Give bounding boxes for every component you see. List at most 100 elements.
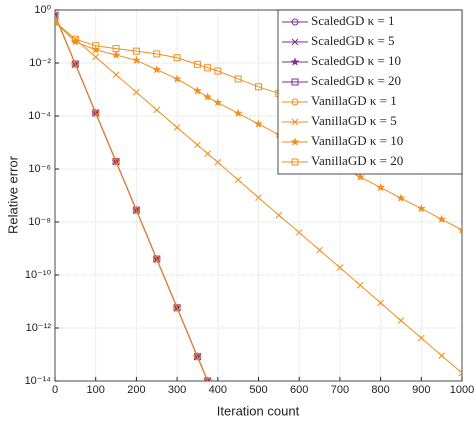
x-tick-label: 600 bbox=[290, 384, 308, 396]
marker bbox=[204, 64, 212, 72]
legend-label: ScaledGD κ = 20 bbox=[311, 73, 401, 88]
marker bbox=[291, 98, 299, 106]
series-line bbox=[55, 21, 462, 231]
marker bbox=[253, 119, 264, 128]
marker bbox=[153, 106, 161, 114]
marker bbox=[71, 35, 79, 43]
marker bbox=[133, 88, 140, 96]
x-axis-label: Iteration count bbox=[217, 403, 300, 418]
legend-label: ScaledGD κ = 1 bbox=[311, 13, 395, 28]
marker bbox=[193, 60, 201, 68]
x-tick-label: 500 bbox=[249, 384, 267, 396]
marker bbox=[376, 182, 386, 192]
marker bbox=[457, 225, 462, 234]
marker bbox=[204, 377, 212, 381]
marker bbox=[438, 352, 446, 359]
marker bbox=[214, 67, 222, 75]
x-tick-label: 0 bbox=[52, 384, 58, 396]
marker bbox=[173, 124, 181, 131]
x-tick-label: 800 bbox=[371, 384, 389, 396]
marker bbox=[92, 109, 100, 117]
marker bbox=[458, 369, 462, 377]
x-tick-label: 300 bbox=[168, 384, 186, 396]
marker bbox=[291, 78, 299, 86]
marker bbox=[203, 92, 213, 101]
marker bbox=[255, 83, 262, 91]
series-line bbox=[55, 15, 209, 381]
x-tick-label: 700 bbox=[331, 384, 349, 396]
marker bbox=[255, 194, 262, 201]
x-tick-label: 100 bbox=[87, 384, 105, 396]
marker bbox=[55, 11, 59, 19]
marker bbox=[152, 64, 162, 74]
marker bbox=[214, 158, 222, 166]
marker bbox=[290, 137, 300, 146]
marker bbox=[397, 317, 405, 324]
series-line bbox=[55, 21, 462, 374]
marker bbox=[295, 229, 303, 236]
marker bbox=[55, 18, 59, 26]
legend-label: VanillaGD κ = 5 bbox=[311, 113, 397, 128]
marker bbox=[356, 281, 364, 289]
axes-frame bbox=[54, 9, 463, 382]
y-tick-label: 10⁻¹⁰ bbox=[25, 269, 52, 281]
marker bbox=[193, 353, 201, 361]
legend-label: VanillaGD κ = 20 bbox=[311, 153, 403, 168]
marker bbox=[437, 214, 447, 224]
x-tick-label: 200 bbox=[127, 384, 145, 396]
marker bbox=[132, 206, 140, 214]
marker bbox=[194, 141, 201, 149]
marker bbox=[396, 193, 406, 203]
marker bbox=[377, 299, 384, 307]
y-tick-label: 10⁻⁸ bbox=[28, 216, 51, 228]
marker bbox=[173, 304, 181, 312]
marker bbox=[275, 211, 283, 219]
y-tick-label: 10⁻⁴ bbox=[28, 110, 51, 122]
marker bbox=[204, 150, 211, 157]
marker bbox=[71, 60, 79, 68]
y-axis-label: Relative error bbox=[5, 155, 20, 234]
marker bbox=[316, 246, 323, 254]
marker bbox=[112, 45, 120, 53]
legend-box bbox=[277, 9, 463, 175]
marker bbox=[112, 71, 120, 79]
legend-label: VanillaGD κ = 1 bbox=[311, 93, 397, 108]
legend: ScaledGD κ = 1 ScaledGD κ = 5 ScaledGD κ =… bbox=[277, 9, 463, 175]
marker bbox=[112, 158, 120, 166]
x-tick-label: 900 bbox=[412, 384, 430, 396]
marker bbox=[92, 53, 100, 61]
marker bbox=[153, 50, 161, 58]
marker bbox=[291, 118, 299, 126]
marker bbox=[291, 158, 299, 166]
marker bbox=[153, 255, 161, 263]
marker bbox=[291, 38, 299, 46]
marker bbox=[132, 47, 140, 55]
legend-label: ScaledGD κ = 10 bbox=[311, 53, 401, 68]
y-tick-label: 10⁰ bbox=[34, 4, 51, 16]
y-tick-label: 10⁻¹⁴ bbox=[25, 375, 52, 387]
marker bbox=[336, 264, 344, 271]
x-tick-label: 1000 bbox=[450, 384, 474, 396]
legend-label: VanillaGD κ = 10 bbox=[311, 133, 403, 148]
marker bbox=[416, 203, 426, 213]
legend-label: ScaledGD κ = 5 bbox=[311, 33, 395, 48]
marker bbox=[131, 55, 141, 65]
marker bbox=[290, 57, 300, 66]
marker bbox=[417, 334, 425, 342]
y-tick-label: 10⁻¹² bbox=[26, 322, 52, 334]
marker bbox=[172, 74, 182, 83]
marker bbox=[234, 176, 242, 184]
x-tick-label: 400 bbox=[209, 384, 227, 396]
y-tick-label: 10⁻² bbox=[29, 57, 51, 69]
marker bbox=[355, 172, 365, 181]
marker bbox=[92, 42, 100, 50]
marker bbox=[111, 50, 121, 59]
marker bbox=[234, 75, 242, 83]
marker bbox=[173, 54, 181, 62]
marker bbox=[291, 18, 299, 26]
y-tick-label: 10⁻⁶ bbox=[28, 163, 51, 175]
marker bbox=[233, 108, 243, 118]
marker bbox=[213, 97, 223, 107]
marker bbox=[192, 86, 203, 95]
